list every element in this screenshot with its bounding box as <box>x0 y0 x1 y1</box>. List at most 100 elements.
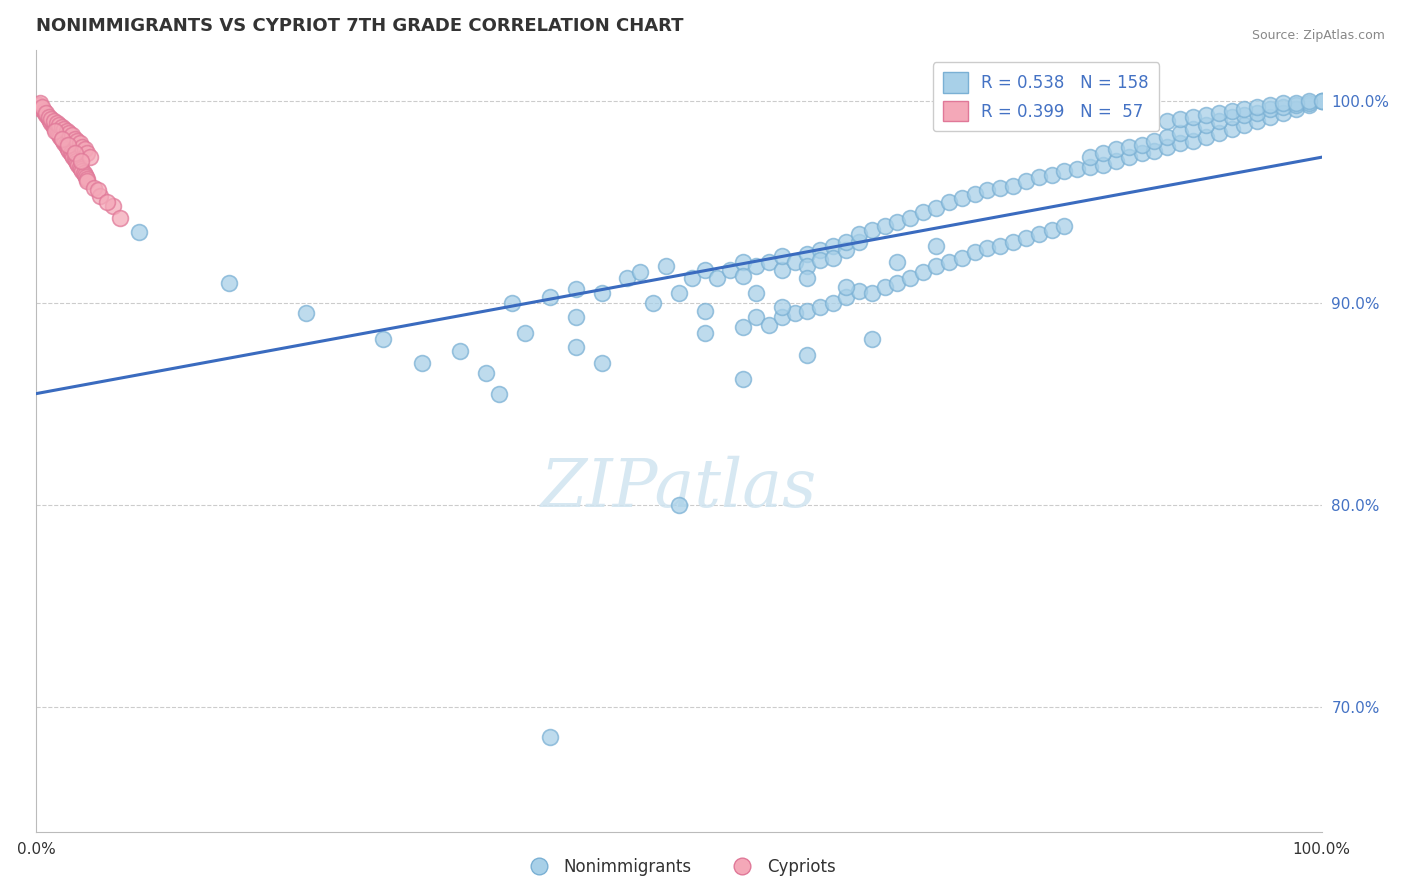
Point <box>1285 102 1308 116</box>
Point <box>643 295 665 310</box>
Point <box>87 182 110 196</box>
Point <box>745 310 768 324</box>
Point <box>1130 146 1153 161</box>
Point <box>938 255 960 269</box>
Point <box>30 102 52 116</box>
Point <box>76 146 98 161</box>
Point <box>963 245 986 260</box>
Point <box>770 263 793 277</box>
Point <box>70 154 93 169</box>
Point <box>1130 138 1153 153</box>
Point <box>42 118 65 132</box>
Point <box>72 164 94 178</box>
Point <box>75 170 97 185</box>
Point <box>783 306 806 320</box>
Point <box>1258 102 1281 116</box>
Point <box>733 255 755 269</box>
Point <box>628 265 651 279</box>
Text: ZIPatlas: ZIPatlas <box>541 456 817 521</box>
Point <box>848 235 870 249</box>
Point <box>66 156 89 170</box>
Point <box>823 239 845 253</box>
Point <box>1298 95 1320 110</box>
Point <box>1015 231 1038 245</box>
Point <box>60 128 83 142</box>
Point <box>1233 118 1256 132</box>
Point <box>1246 113 1268 128</box>
Point <box>1143 144 1166 158</box>
Point <box>79 150 101 164</box>
Point <box>565 310 588 324</box>
Point <box>796 348 818 362</box>
Point <box>591 285 613 300</box>
Point <box>411 356 433 370</box>
Text: NONIMMIGRANTS VS CYPRIOT 7TH GRADE CORRELATION CHART: NONIMMIGRANTS VS CYPRIOT 7TH GRADE CORRE… <box>37 17 683 35</box>
Point <box>988 239 1011 253</box>
Point <box>976 241 998 255</box>
Point <box>912 204 935 219</box>
Point <box>808 253 831 268</box>
Point <box>53 136 76 150</box>
Point <box>898 271 921 285</box>
Point <box>73 169 96 183</box>
Point <box>1285 97 1308 112</box>
Point <box>783 255 806 269</box>
Point <box>46 126 69 140</box>
Point <box>925 201 948 215</box>
Point <box>63 146 86 161</box>
Legend: Nonimmigrants, Cypriots: Nonimmigrants, Cypriots <box>516 851 842 882</box>
Point <box>860 223 883 237</box>
Point <box>1195 130 1218 145</box>
Point <box>1272 95 1295 110</box>
Point <box>938 194 960 209</box>
Point <box>1002 178 1025 193</box>
Point <box>67 158 90 172</box>
Point <box>860 332 883 346</box>
Point <box>66 134 89 148</box>
Point <box>51 132 73 146</box>
Point <box>45 116 67 130</box>
Point <box>55 138 77 153</box>
Point <box>1208 105 1230 120</box>
Point <box>886 276 908 290</box>
Point <box>538 290 561 304</box>
Point <box>1298 97 1320 112</box>
Point <box>1220 110 1243 124</box>
Point <box>38 112 60 126</box>
Point <box>51 132 73 146</box>
Point <box>108 211 131 225</box>
Point <box>770 249 793 263</box>
Point <box>976 182 998 196</box>
Point <box>950 191 973 205</box>
Point <box>1053 219 1076 233</box>
Point <box>58 126 80 140</box>
Point <box>1092 158 1115 172</box>
Point <box>823 295 845 310</box>
Point <box>1066 162 1088 177</box>
Point <box>1182 122 1205 136</box>
Point <box>1298 94 1320 108</box>
Point <box>65 154 87 169</box>
Point <box>72 140 94 154</box>
Point <box>53 122 76 136</box>
Point <box>96 194 118 209</box>
Point <box>63 132 86 146</box>
Point <box>72 166 94 180</box>
Point <box>1040 223 1063 237</box>
Point <box>1105 154 1128 169</box>
Point <box>42 120 65 134</box>
Point <box>1156 113 1178 128</box>
Point <box>69 161 91 175</box>
Point <box>32 103 55 118</box>
Point <box>1195 118 1218 132</box>
Point <box>45 124 67 138</box>
Point <box>1195 108 1218 122</box>
Point <box>1092 146 1115 161</box>
Point <box>488 386 510 401</box>
Point <box>873 279 896 293</box>
Point <box>56 142 79 156</box>
Point <box>513 326 536 340</box>
Point <box>1118 140 1140 154</box>
Point <box>63 153 86 167</box>
Point <box>808 243 831 257</box>
